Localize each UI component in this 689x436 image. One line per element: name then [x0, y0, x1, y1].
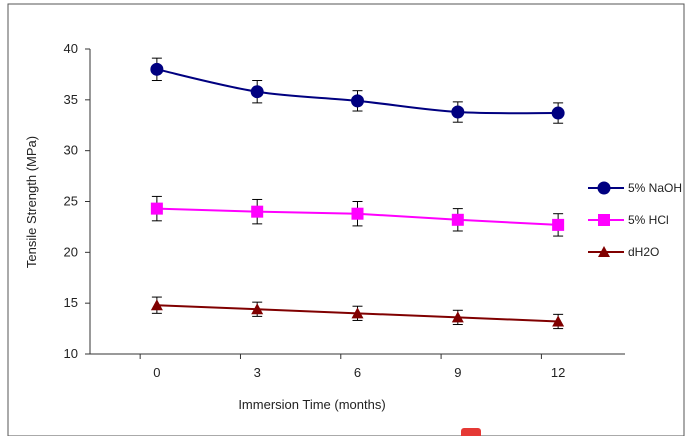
data-point [251, 86, 263, 98]
data-point [151, 203, 163, 215]
data-point [552, 107, 564, 119]
y-tick-label: 30 [64, 143, 78, 158]
y-tick-label: 40 [64, 41, 78, 56]
data-point [452, 214, 464, 226]
legend-label: dH2O [628, 245, 659, 259]
x-tick-label: 9 [454, 365, 461, 380]
y-tick-label: 15 [64, 295, 78, 310]
data-point [552, 219, 564, 231]
legend-marker [598, 182, 610, 194]
data-point [251, 206, 263, 218]
x-tick-label: 3 [254, 365, 261, 380]
x-axis-title: Immersion Time (months) [238, 397, 385, 412]
red-marker-icon [461, 428, 481, 436]
x-tick-label: 6 [354, 365, 361, 380]
y-tick-label: 35 [64, 92, 78, 107]
data-point [352, 95, 364, 107]
legend-marker [598, 214, 610, 226]
chart-border [8, 4, 684, 436]
data-point [452, 106, 464, 118]
x-tick-label: 12 [551, 365, 565, 380]
data-point [352, 208, 364, 220]
y-tick-label: 20 [64, 244, 78, 259]
legend-label: 5% NaOH [628, 181, 682, 195]
data-point [151, 63, 163, 75]
y-tick-label: 10 [64, 346, 78, 361]
y-axis-title: Tensile Strength (MPa) [24, 136, 39, 268]
legend-label: 5% HCl [628, 213, 669, 227]
x-tick-label: 0 [153, 365, 160, 380]
y-tick-label: 25 [64, 194, 78, 209]
